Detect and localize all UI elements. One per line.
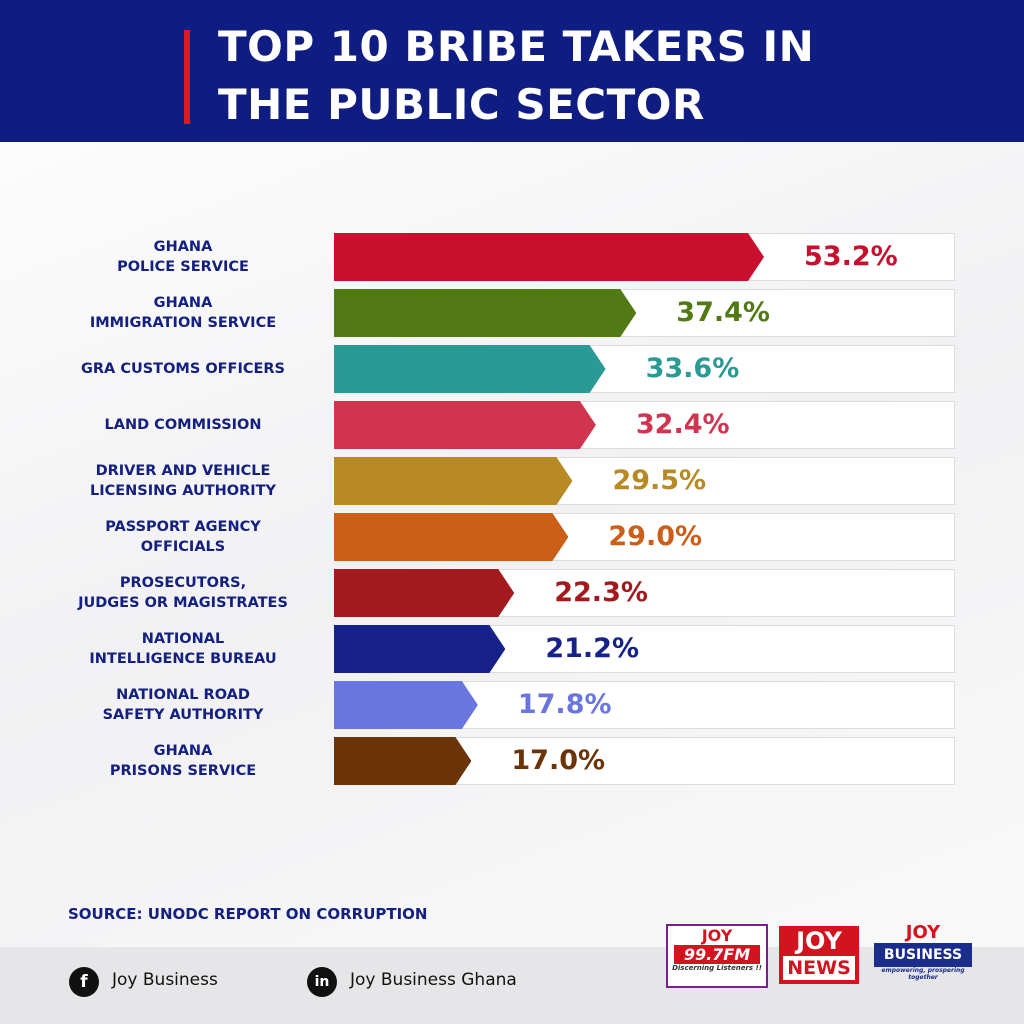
value-label: 17.0% xyxy=(511,745,606,776)
bar xyxy=(334,345,606,393)
cat-label: PASSPORT AGENCY OFFICIALS xyxy=(105,519,261,555)
value-label: 17.8% xyxy=(517,689,612,720)
logo-text: JOY xyxy=(905,922,941,943)
cat-label: GHANA POLICE SERVICE xyxy=(117,239,249,275)
value-label: 21.2% xyxy=(545,633,640,664)
logo-text: Discerning Listeners !! xyxy=(672,964,762,972)
header-band xyxy=(0,0,1024,142)
accent-bar xyxy=(184,30,190,124)
logo-text: NEWS xyxy=(783,956,855,980)
bar xyxy=(334,625,506,673)
bar xyxy=(334,513,569,561)
joy-news-logo: JOY NEWS xyxy=(779,926,859,984)
bar xyxy=(334,681,478,729)
linkedin-handle[interactable]: Joy Business Ghana xyxy=(350,970,517,990)
linkedin-icon[interactable]: in xyxy=(307,967,337,997)
cat-label: DRIVER AND VEHICLE LICENSING AUTHORITY xyxy=(89,463,277,499)
facebook-icon[interactable]: f xyxy=(69,967,99,997)
logo-text: JOY xyxy=(796,927,842,955)
bar xyxy=(334,401,596,449)
title-line: THE PUBLIC SECTOR xyxy=(218,80,705,129)
title-line: TOP 10 BRIBE TAKERS IN xyxy=(218,22,815,71)
bar xyxy=(334,569,515,617)
source: SOURCE: UNODC REPORT ON CORRUPTION xyxy=(68,905,428,923)
logo-text: 99.7FM xyxy=(674,945,760,964)
cat-label: NATIONAL INTELLIGENCE BUREAU xyxy=(89,631,277,667)
value-label: 53.2% xyxy=(804,241,898,272)
facebook-handle[interactable]: Joy Business xyxy=(112,970,218,990)
logo-text: BUSINESS xyxy=(874,943,972,967)
joy-fm-logo: JOY 99.7FM Discerning Listeners !! xyxy=(666,924,768,988)
cat-label: NATIONAL ROAD SAFETY AUTHORITY xyxy=(102,687,264,723)
cat-label: PROSECUTORS, JUDGES OR MAGISTRATES xyxy=(78,575,288,611)
value-label: 22.3% xyxy=(554,577,648,608)
value-label: 33.6% xyxy=(645,353,740,384)
joy-business-logo: JOY BUSINESS empowering, prospering toge… xyxy=(874,922,972,984)
cat-label: GHANA PRISONS SERVICE xyxy=(109,743,257,779)
value-label: 29.5% xyxy=(612,465,707,496)
logo-text: empowering, prospering together xyxy=(881,967,965,981)
value-label: 32.4% xyxy=(635,409,730,440)
value-label: 37.4% xyxy=(676,297,770,328)
cat-label: GRA CUSTOMS OFFICERS xyxy=(80,361,286,377)
cat-label: LAND COMMISSION xyxy=(104,417,262,433)
bar xyxy=(334,233,764,281)
value-label: 29.0% xyxy=(608,521,703,552)
cat-label: GHANA IMMIGRATION SERVICE xyxy=(89,295,277,331)
bar xyxy=(334,737,472,785)
logo-text: JOY xyxy=(701,926,733,945)
bar xyxy=(334,289,637,337)
bar xyxy=(334,457,573,505)
